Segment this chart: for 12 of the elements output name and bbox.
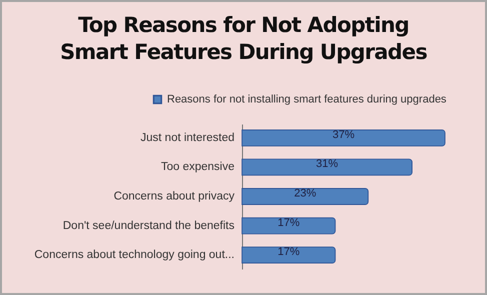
data-label: 17% [278, 246, 300, 258]
legend-label: Reasons for not installing smart features during upgrades [167, 94, 447, 106]
chart-title: Top Reasons for Not Adopting Smart Features During Upgrades [59, 12, 428, 66]
data-label: 37% [332, 128, 355, 141]
y-tick-label: Concerns about technology going out... [34, 249, 234, 262]
y-tick-label: Concerns about privacy [114, 190, 235, 202]
data-label: 17% [278, 216, 300, 229]
y-tick-label: Too expensive [160, 161, 234, 174]
data-label: 31% [316, 158, 338, 170]
data-label: 23% [294, 188, 316, 200]
y-tick-label: Don't see/understand the benefits [62, 220, 235, 232]
y-tick-label: Just not interested [140, 132, 234, 144]
